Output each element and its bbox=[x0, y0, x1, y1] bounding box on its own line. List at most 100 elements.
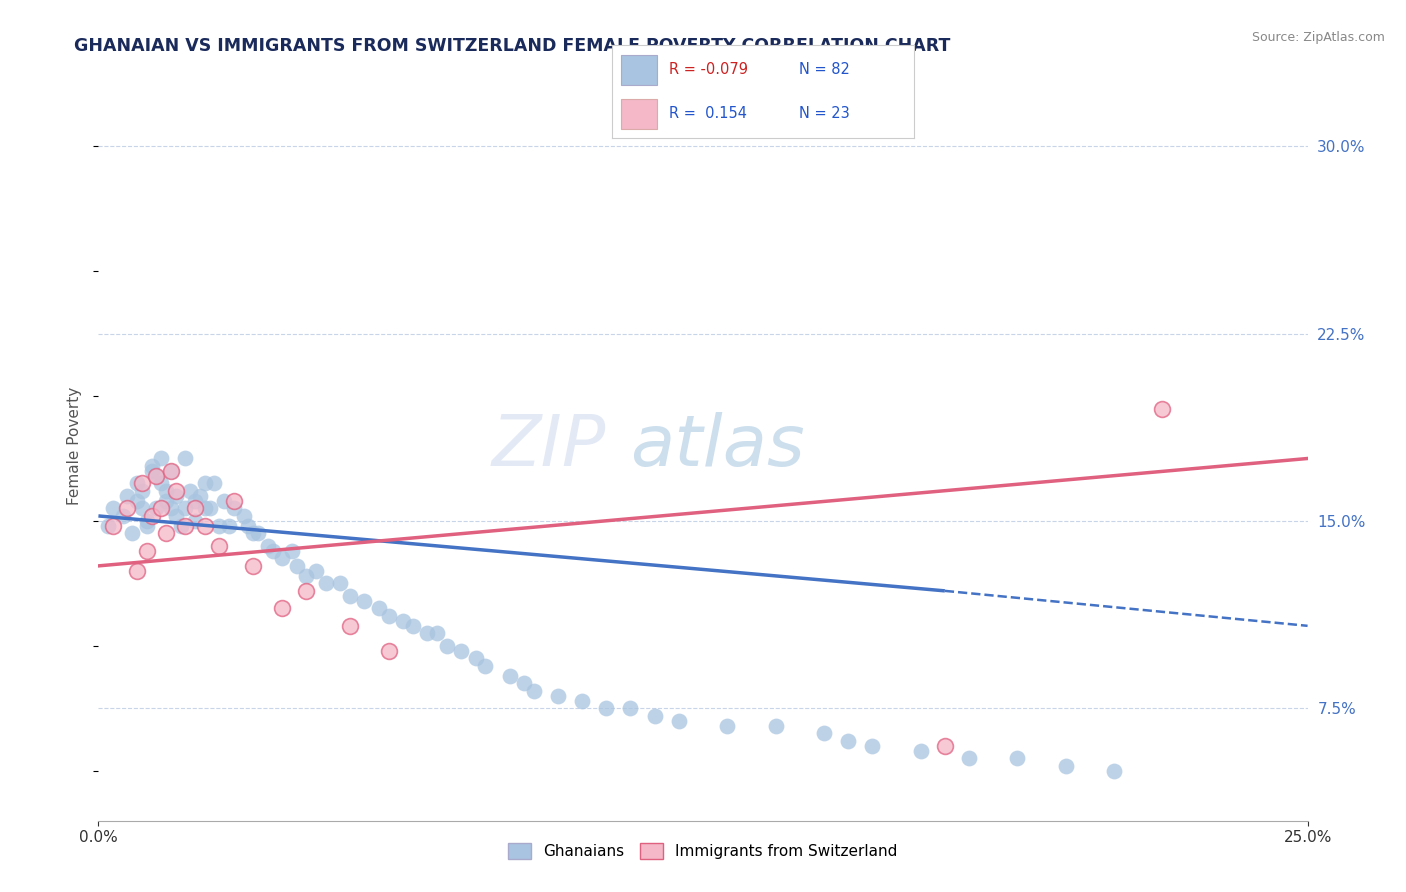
Point bbox=[208, 519, 231, 533]
Point bbox=[242, 558, 264, 573]
Point bbox=[262, 544, 284, 558]
Point bbox=[934, 739, 956, 753]
Y-axis label: Female Poverty: Female Poverty bbox=[67, 387, 83, 505]
Point bbox=[247, 526, 270, 541]
Point bbox=[813, 726, 835, 740]
Point bbox=[416, 626, 439, 640]
Point bbox=[474, 658, 496, 673]
Text: ZIP: ZIP bbox=[492, 411, 606, 481]
Point bbox=[208, 539, 231, 553]
Point bbox=[595, 701, 617, 715]
Point bbox=[271, 601, 294, 615]
Text: N = 82: N = 82 bbox=[799, 62, 849, 78]
Point bbox=[329, 576, 352, 591]
Point bbox=[315, 576, 337, 591]
Point bbox=[111, 508, 134, 523]
Point bbox=[141, 508, 163, 523]
Point bbox=[188, 489, 211, 503]
Point bbox=[218, 519, 240, 533]
Point bbox=[232, 508, 254, 523]
Point bbox=[368, 601, 391, 615]
Point bbox=[402, 619, 425, 633]
Point bbox=[498, 669, 520, 683]
Bar bbox=[620, 55, 657, 85]
Point bbox=[238, 519, 260, 533]
Point bbox=[174, 519, 197, 533]
Point bbox=[165, 489, 187, 503]
Point bbox=[174, 451, 197, 466]
Point bbox=[1007, 751, 1029, 765]
Point bbox=[121, 526, 143, 541]
Point bbox=[194, 519, 217, 533]
Point bbox=[169, 519, 191, 533]
Text: R =  0.154: R = 0.154 bbox=[669, 106, 747, 121]
Text: Source: ZipAtlas.com: Source: ZipAtlas.com bbox=[1251, 31, 1385, 45]
Point bbox=[1102, 764, 1125, 778]
Point bbox=[184, 494, 207, 508]
Point bbox=[145, 469, 167, 483]
Text: R = -0.079: R = -0.079 bbox=[669, 62, 748, 78]
Point bbox=[131, 483, 153, 498]
Point bbox=[765, 719, 787, 733]
Point bbox=[339, 589, 361, 603]
Point bbox=[295, 569, 318, 583]
Point bbox=[184, 501, 207, 516]
Point bbox=[179, 483, 201, 498]
Text: GHANAIAN VS IMMIGRANTS FROM SWITZERLAND FEMALE POVERTY CORRELATION CHART: GHANAIAN VS IMMIGRANTS FROM SWITZERLAND … bbox=[75, 37, 950, 54]
Point bbox=[135, 519, 157, 533]
Point bbox=[450, 644, 472, 658]
Point bbox=[160, 464, 183, 478]
Text: N = 23: N = 23 bbox=[799, 106, 849, 121]
Point bbox=[281, 544, 304, 558]
Point bbox=[117, 501, 139, 516]
Point bbox=[184, 514, 207, 528]
Point bbox=[141, 464, 163, 478]
Point bbox=[150, 501, 173, 516]
Point bbox=[837, 733, 859, 747]
Point bbox=[155, 483, 177, 498]
Point bbox=[271, 551, 294, 566]
Point bbox=[426, 626, 449, 640]
Point bbox=[716, 719, 738, 733]
Point bbox=[150, 476, 173, 491]
Point bbox=[135, 544, 157, 558]
Point bbox=[1054, 758, 1077, 772]
Point bbox=[127, 564, 149, 578]
Text: atlas: atlas bbox=[630, 411, 806, 481]
Point bbox=[155, 526, 177, 541]
Point bbox=[194, 476, 217, 491]
Point bbox=[101, 519, 124, 533]
Point bbox=[222, 494, 245, 508]
Point bbox=[910, 744, 932, 758]
Point bbox=[165, 508, 187, 523]
Point bbox=[957, 751, 980, 765]
Bar bbox=[620, 99, 657, 129]
Point bbox=[101, 501, 124, 516]
Point bbox=[1152, 401, 1174, 416]
Point bbox=[117, 489, 139, 503]
Point bbox=[668, 714, 690, 728]
Point bbox=[198, 501, 221, 516]
Point bbox=[644, 708, 666, 723]
Point bbox=[547, 689, 569, 703]
Point bbox=[212, 494, 235, 508]
Point bbox=[353, 594, 375, 608]
Point bbox=[141, 458, 163, 473]
Point bbox=[131, 501, 153, 516]
Legend: Ghanaians, Immigrants from Switzerland: Ghanaians, Immigrants from Switzerland bbox=[502, 838, 904, 865]
Point bbox=[256, 539, 278, 553]
Point bbox=[155, 494, 177, 508]
Point bbox=[242, 526, 264, 541]
Point bbox=[160, 501, 183, 516]
Point bbox=[127, 476, 149, 491]
Point bbox=[523, 683, 546, 698]
Point bbox=[204, 476, 226, 491]
Point bbox=[174, 501, 197, 516]
Point bbox=[135, 514, 157, 528]
Point bbox=[145, 469, 167, 483]
Point bbox=[295, 583, 318, 598]
Point bbox=[571, 694, 593, 708]
Point bbox=[97, 519, 120, 533]
Point bbox=[145, 501, 167, 516]
Point bbox=[305, 564, 328, 578]
